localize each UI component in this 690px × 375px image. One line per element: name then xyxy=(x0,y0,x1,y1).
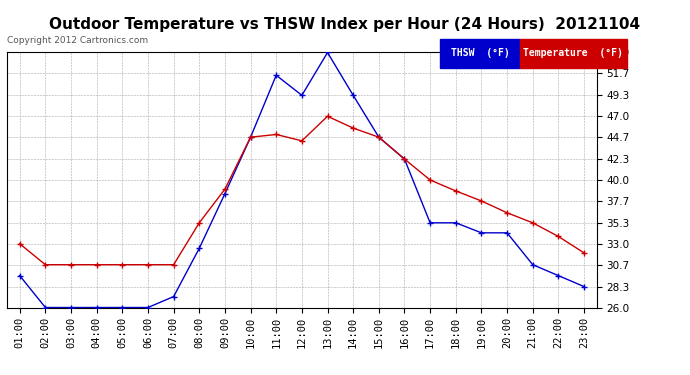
Text: THSW  (°F): THSW (°F) xyxy=(451,48,509,58)
Text: Outdoor Temperature vs THSW Index per Hour (24 Hours)  20121104: Outdoor Temperature vs THSW Index per Ho… xyxy=(50,17,640,32)
Text: Temperature  (°F): Temperature (°F) xyxy=(523,48,623,58)
Text: Copyright 2012 Cartronics.com: Copyright 2012 Cartronics.com xyxy=(7,36,148,45)
